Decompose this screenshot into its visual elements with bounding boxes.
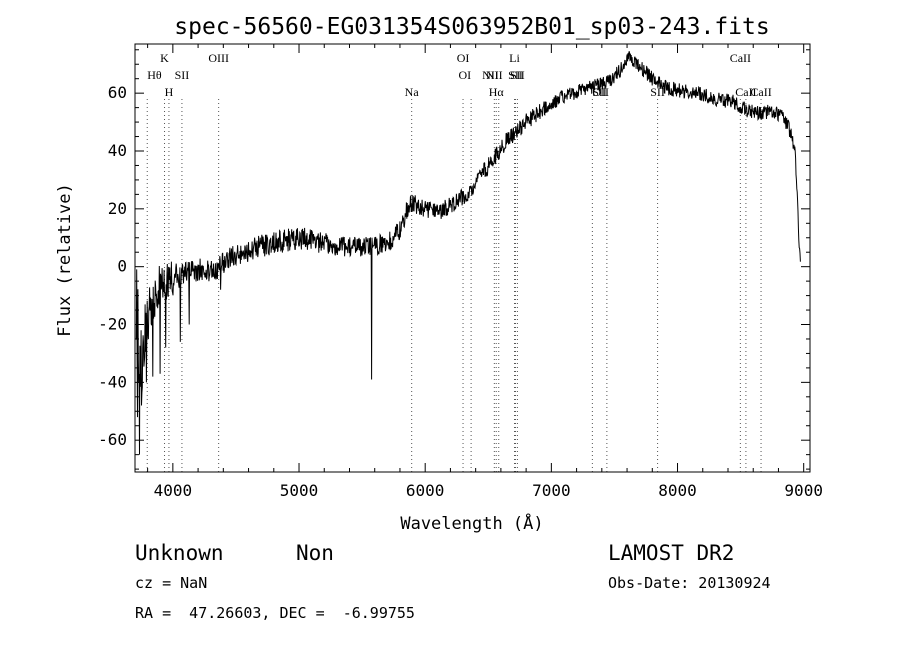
y-tick-label: -40 xyxy=(98,372,127,391)
spectral-line-label: Na xyxy=(405,85,420,99)
spectral-line-label: Hα xyxy=(489,85,505,99)
spectral-line-label: SII xyxy=(650,85,665,99)
y-tick-label: -60 xyxy=(98,430,127,449)
coordinates-text: RA = 47.26603, DEC = -6.99755 xyxy=(135,604,415,622)
redshift-text: cz = NaN xyxy=(135,574,208,592)
class-label: Unknown xyxy=(135,541,224,565)
survey-label: LAMOST DR2 xyxy=(608,541,735,565)
y-tick-label: 0 xyxy=(117,257,127,276)
spectral-line-label: SII xyxy=(175,68,190,82)
y-axis-label: Flux (relative) xyxy=(55,183,75,337)
x-tick-label: 8000 xyxy=(658,481,697,500)
x-axis-label: Wavelength (Å) xyxy=(400,512,543,534)
spectral-line-label: K xyxy=(160,51,169,65)
chart-title: spec-56560-EG031354S063952B01_sp03-243.f… xyxy=(174,14,769,40)
spectral-line-label: CaII xyxy=(750,85,771,99)
y-tick-label: 20 xyxy=(108,199,127,218)
y-tick-label: 40 xyxy=(108,141,127,160)
x-tick-label: 6000 xyxy=(406,481,445,500)
y-tick-label: 60 xyxy=(108,83,127,102)
spectral-line-label: CaII xyxy=(730,51,751,65)
spectral-line-label: SII xyxy=(510,68,525,82)
spectral-line-label: OI xyxy=(457,51,470,65)
spectral-line-label: OI xyxy=(458,68,471,82)
spectral-line-label: SII xyxy=(592,85,607,99)
spectral-line-label: NII xyxy=(486,68,503,82)
x-tick-label: 9000 xyxy=(784,481,823,500)
spectral-line-label: Li xyxy=(509,51,520,65)
spectral-line-label: CaII xyxy=(735,85,756,99)
subclass-label: Non xyxy=(296,541,334,565)
x-tick-label: 7000 xyxy=(532,481,571,500)
x-tick-label: 4000 xyxy=(154,481,193,500)
spectral-line-label: NII xyxy=(482,68,499,82)
plot-frame xyxy=(134,43,811,473)
spectrum-series-line xyxy=(135,51,801,455)
x-tick-label: 5000 xyxy=(280,481,319,500)
y-tick-label: -20 xyxy=(98,315,127,334)
spectral-line-label: SII xyxy=(508,68,523,82)
spectral-line-label: OIII xyxy=(208,51,229,65)
spectral-line-label: H xyxy=(165,85,174,99)
obs-date-text: Obs-Date: 20130924 xyxy=(608,574,771,592)
spectral-line-label: Hθ xyxy=(147,68,162,82)
plot-axes: 4000 5000 6000 7000 8000 9000 -60 -40 -20 0 20 40 60 xyxy=(98,43,823,500)
